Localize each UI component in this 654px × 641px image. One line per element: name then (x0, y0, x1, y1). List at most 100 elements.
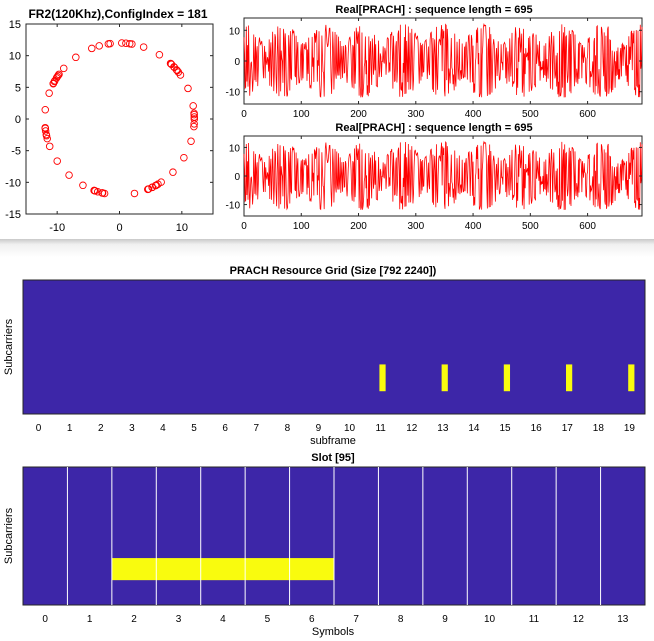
constellation-point (104, 40, 113, 48)
constellation-point (130, 189, 139, 198)
constellation-point (53, 73, 62, 81)
slot-x-tick-label: 8 (398, 614, 404, 625)
constellation-point (144, 185, 152, 194)
constellation-point (155, 50, 164, 59)
constellation-y-tick-label: 5 (15, 82, 21, 94)
constellation-y-tick-label: -15 (5, 209, 21, 221)
resource-grid-x-tick-label: 7 (253, 423, 259, 434)
resource-grid-occasions (379, 364, 635, 392)
slot-x-tick-label: 7 (353, 614, 359, 625)
constellation-y-tick-label: 0 (15, 114, 21, 126)
prach-real-bottom-x-tick-label: 200 (350, 221, 367, 232)
prach-occasion (628, 364, 635, 392)
prach-real-top-series-line (243, 22, 643, 98)
prach-real-bottom-x-tick-label: 600 (579, 221, 596, 232)
resource-grid-x-tick-label: 8 (285, 423, 291, 434)
resource-grid-x-tick-label: 2 (98, 423, 104, 434)
constellation-point (98, 189, 107, 197)
slot-panel: Slot [95] 0 1 2 3 4 5 6 7 8 9 10 11 12 13 Subcarriers… (3, 452, 646, 638)
constellation-point (184, 84, 192, 93)
prach-real-top-x-tick-label: 600 (579, 109, 596, 120)
slot-x-tick-label: 10 (484, 614, 496, 625)
prach-occasion (503, 364, 511, 392)
constellation-point (187, 137, 195, 145)
constellation-x-tick-label: 0 (116, 222, 122, 234)
resource-grid-x-tick-label: 0 (36, 423, 42, 434)
constellation-point (180, 153, 188, 162)
prach-real-bottom-y-tick-label: -10 (226, 201, 241, 212)
resource-grid-x-tick-label: 6 (222, 423, 228, 434)
constellation-point (72, 53, 80, 62)
resource-grid-plot-area (22, 279, 646, 415)
slot-symbol-boundaries (66, 467, 602, 605)
slot-ylabel: Subcarriers (3, 507, 15, 564)
constellation-point (118, 39, 126, 47)
constellation-point (52, 74, 61, 82)
constellation-y-tick-label: -5 (11, 146, 21, 158)
constellation-point (42, 131, 51, 140)
resource-grid-x-tick-label: 11 (375, 423, 386, 434)
prach-real-bottom-x-tick-label: 100 (293, 221, 310, 232)
constellation-point (151, 181, 160, 190)
resource-grid-x-tick-label: 10 (344, 423, 356, 434)
constellation-point (45, 89, 53, 97)
resource-grid-x-ticks: 0 1 2 3 4 5 6 7 8 9 10 11 12 13 14 15 16 17 18 19 (36, 423, 636, 434)
resource-grid-x-tick-label: 17 (562, 423, 574, 434)
slot-x-tick-label: 3 (176, 614, 182, 625)
resource-grid-x-tick-label: 9 (316, 423, 322, 434)
constellation-point (95, 42, 103, 50)
slot-occupied-block (111, 558, 334, 581)
prach-real-top-y-ticks: 10 0 -10 (226, 26, 642, 99)
resource-grid-panel: PRACH Resource Grid (Size [792 2240]) 0 1… (3, 265, 646, 447)
prach-real-top-x-ticks: 0 100 200 300 400 500 600 (241, 18, 596, 120)
constellation-point (79, 181, 87, 190)
prach-real-bottom-x-tick-label: 500 (522, 221, 539, 232)
slot-x-tick-label: 9 (442, 614, 448, 625)
constellation-point (41, 127, 50, 135)
prach-real-top-x-tick-label: 200 (350, 109, 367, 120)
resource-grid-x-tick-label: 15 (499, 423, 511, 434)
slot-title: Slot [95] (311, 452, 355, 464)
slot-x-tick-label: 11 (529, 614, 540, 625)
constellation-point (190, 109, 198, 118)
slot-x-tick-label: 0 (42, 614, 48, 625)
constellation-point (65, 171, 73, 179)
prach-real-top-y-tick-label: 10 (229, 26, 241, 37)
constellation-point (41, 123, 49, 132)
constellation-point (190, 115, 199, 123)
resource-grid-x-tick-label: 1 (67, 423, 73, 434)
slot-x-tick-label: 6 (309, 614, 315, 625)
slot-x-tick-label: 13 (617, 614, 629, 625)
prach-real-bottom-x-tick-label: 0 (241, 221, 247, 232)
resource-grid-x-tick-label: 16 (531, 423, 543, 434)
constellation-point (59, 64, 68, 73)
slot-occupied-region (111, 558, 334, 581)
prach-real-top-x-tick-label: 500 (522, 109, 539, 120)
resource-grid-x-tick-label: 14 (468, 423, 480, 434)
constellation-point (91, 187, 99, 195)
resource-grid-x-tick-label: 13 (437, 423, 449, 434)
prach-real-bottom-x-tick-label: 400 (465, 221, 482, 232)
constellation-point (45, 142, 54, 151)
constellation-point (167, 60, 176, 69)
slot-x-tick-label: 1 (87, 614, 93, 625)
prach-real-top-x-tick-label: 0 (241, 109, 247, 120)
prach-real-bottom-y-tick-label: 0 (234, 172, 240, 183)
resource-grid-x-tick-label: 5 (191, 423, 197, 434)
resource-grid-x-tick-label: 12 (406, 423, 418, 434)
constellation-point (128, 40, 136, 48)
prach-real-top-y-tick-label: 0 (234, 57, 240, 68)
slot-x-tick-label: 12 (573, 614, 585, 625)
prach-real-bottom-x-ticks: 0 100 200 300 400 500 600 (241, 136, 596, 232)
prach-real-top-y-tick-label: -10 (226, 88, 241, 99)
slot-x-tick-label: 2 (131, 614, 137, 625)
prach-real-bottom-y-ticks: 10 0 -10 (226, 143, 642, 212)
resource-grid-x-tick-label: 19 (624, 423, 636, 434)
constellation-point (53, 157, 61, 165)
constellation-point (41, 105, 50, 114)
constellation-point (189, 102, 197, 110)
prach-real-top-x-tick-label: 400 (465, 109, 482, 120)
constellation-point (139, 43, 148, 51)
constellation-axes-box (25, 23, 214, 215)
constellation-x-tick-label: -10 (49, 222, 65, 234)
